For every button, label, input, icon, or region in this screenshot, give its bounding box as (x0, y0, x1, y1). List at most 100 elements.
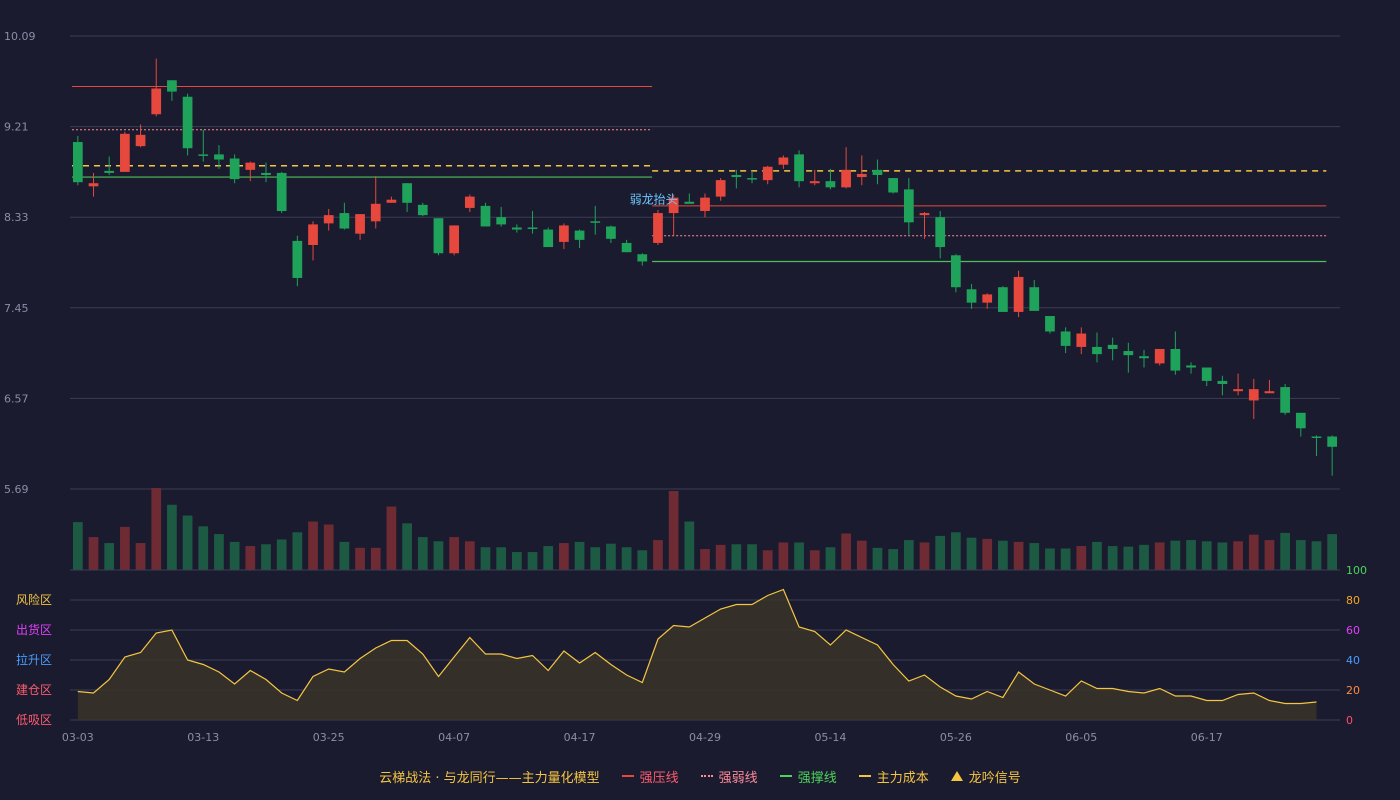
volume-bar (496, 547, 507, 570)
signal-annotation: 弱龙抬头 (630, 193, 678, 207)
candle-body (1186, 365, 1196, 368)
legend-item-support[interactable]: 强撑线 (779, 767, 837, 786)
volume-bar (888, 549, 899, 570)
volume-bar (684, 521, 695, 570)
candle-body (433, 218, 444, 254)
volume-bar (809, 550, 820, 570)
volume-bar (747, 544, 757, 570)
legend-label-signal: 龙吟信号 (968, 770, 1021, 786)
candle-body (511, 227, 522, 230)
volume-bar (903, 540, 914, 570)
signal-triangle-icon (950, 771, 963, 781)
volume-bar (323, 524, 334, 570)
volume-bar (417, 537, 428, 570)
volume-bar (919, 542, 930, 570)
candle-body (590, 221, 601, 223)
legend-item-cost[interactable]: 主力成本 (858, 767, 929, 786)
volume-bar (135, 543, 146, 570)
candle-body (1060, 331, 1071, 346)
volume-bar (1217, 542, 1228, 570)
indicator-area (77, 589, 1317, 720)
candle-body (935, 217, 946, 248)
chart-legend: 云梯战法 · 与龙同行——主力量化模型 强压线 强弱线 强撑线 主力成本 龙吟信… (0, 762, 1400, 790)
legend-item-pressure[interactable]: 强压线 (621, 767, 679, 786)
candle-body (229, 158, 240, 180)
candle-body (841, 169, 851, 188)
volume-bar (951, 532, 961, 570)
x-axis-label: 04-29 (689, 731, 721, 744)
volume-bar (574, 541, 585, 570)
indicator-axis-label: 80 (1346, 594, 1360, 607)
volume-bar (1123, 546, 1134, 570)
indicator-zone-label: 出货区 (16, 622, 52, 637)
candle-body (731, 174, 742, 178)
cost-line-icon (858, 775, 871, 777)
candle-body (1248, 389, 1259, 401)
candle-body (794, 154, 804, 182)
volume-bar (653, 540, 663, 570)
candle-body (903, 189, 914, 223)
volume-bar (1186, 540, 1196, 570)
volume-bar (480, 547, 491, 570)
candle-body (1092, 346, 1102, 355)
indicator-line (77, 588, 1317, 705)
volume-bar (511, 552, 522, 570)
volume-bar (1154, 542, 1165, 570)
volume-bar (1201, 541, 1212, 570)
candle-body (323, 215, 334, 224)
candle-body (292, 240, 303, 278)
x-axis-label: 04-07 (438, 731, 470, 744)
candle-body (668, 197, 679, 214)
legend-item-weak[interactable]: 强弱线 (700, 767, 758, 786)
candle-body (559, 225, 569, 242)
candle-body (574, 230, 585, 240)
candle-body (888, 178, 899, 193)
volume-bar (292, 532, 303, 570)
candle-body (120, 133, 130, 172)
price-axis-label: 8.33 (4, 211, 29, 224)
volume-bar (167, 504, 177, 570)
candle-body (872, 169, 883, 175)
volume-bar (872, 547, 883, 570)
volume-bar (308, 521, 318, 570)
x-axis-label: 05-26 (940, 731, 972, 744)
candle-body (308, 224, 318, 245)
candle-body (998, 287, 1008, 312)
legend-label-support: 强撑线 (797, 770, 837, 786)
volume-bar (88, 537, 99, 570)
volume-bar (261, 544, 271, 570)
candle-body (198, 154, 209, 156)
candle-body (1139, 356, 1149, 359)
volume-bar (1060, 548, 1071, 570)
candle-body (762, 166, 773, 181)
pressure-line-icon (621, 775, 634, 777)
legend-label-cost: 主力成本 (876, 770, 929, 786)
x-axis-label: 06-05 (1065, 731, 1097, 744)
candle-body (1217, 380, 1228, 384)
candle-body (1327, 436, 1338, 447)
volume-bar (120, 526, 130, 570)
volume-bar (715, 544, 726, 570)
candle-body (637, 254, 648, 262)
indicator-zone-label: 建仓区 (16, 683, 52, 697)
candle-body (1076, 333, 1087, 347)
legend-item-signal[interactable]: 龙吟信号 (950, 767, 1021, 786)
candle-body (276, 172, 287, 212)
candle-body (182, 96, 193, 149)
candle-body (496, 217, 507, 225)
volume-bar (1029, 543, 1040, 570)
candle-body (747, 178, 757, 180)
volume-bar (245, 546, 256, 570)
candle-body (1311, 436, 1322, 438)
candle-body (1154, 348, 1165, 364)
support-line-icon (779, 775, 792, 777)
volume-bar (621, 547, 632, 570)
volume-bar (1139, 544, 1149, 570)
volume-bar (700, 549, 710, 570)
candle-body (684, 201, 695, 204)
volume-bar (998, 540, 1008, 570)
x-axis-label: 06-17 (1191, 731, 1223, 744)
volume-bar (1013, 541, 1024, 570)
candle-body (151, 88, 162, 115)
